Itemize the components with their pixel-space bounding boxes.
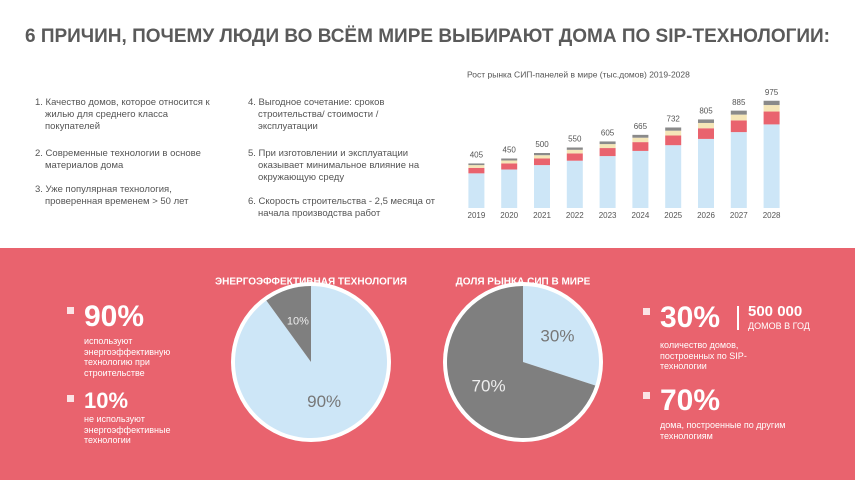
- bar-segment: [632, 134, 649, 138]
- total-label: 450: [503, 146, 517, 155]
- bar-segment: [698, 119, 714, 123]
- x-tick-label: 2024: [632, 211, 650, 220]
- bar-segment: [566, 149, 583, 154]
- bar-segment: [665, 145, 682, 208]
- bar-segment: [599, 156, 616, 208]
- reason: 2. Современные технологии в основе матер…: [35, 148, 201, 171]
- bar-segment: [566, 147, 583, 150]
- bar-segment: [534, 165, 550, 208]
- bar-segment: [763, 111, 780, 125]
- bar-segment: [730, 110, 747, 115]
- bar-segment: [501, 169, 518, 208]
- x-tick-label: 2023: [599, 211, 617, 220]
- stat-value: 90%: [84, 300, 145, 333]
- bar-segment: [468, 167, 485, 174]
- x-tick-label: 2021: [533, 211, 551, 220]
- divider: [737, 306, 739, 330]
- pie-slice: [447, 286, 596, 438]
- bar-segment: [632, 142, 649, 151]
- x-tick-label: 2020: [500, 211, 518, 220]
- bar-segment: [698, 122, 714, 129]
- bar-segment: [599, 148, 616, 157]
- stat-text: количество домов, построенных по SIP-тех…: [660, 340, 747, 371]
- bar-segment: [632, 150, 649, 208]
- pie-label: 70%: [472, 377, 506, 396]
- bar-segment: [763, 100, 780, 106]
- bar-segment: [665, 127, 682, 131]
- stat-text: дома, построенные по другим технологиям: [660, 420, 786, 441]
- bar-segment: [534, 155, 550, 159]
- stat-text: не используют энергоэффективные технолог…: [84, 414, 171, 445]
- background-band: [0, 248, 855, 480]
- bullet: [643, 308, 650, 315]
- bar-segment: [501, 160, 518, 164]
- chart-title: Рост рынка СИП-панелей в мире (тыс.домов…: [467, 69, 690, 79]
- bar-segment: [730, 120, 747, 133]
- bar-segment: [468, 165, 485, 168]
- x-tick-label: 2022: [566, 211, 584, 220]
- bar-segment: [501, 163, 518, 170]
- reason: 3. Уже популярная технология, проверенна…: [35, 184, 189, 207]
- total-label: 500: [535, 140, 549, 149]
- x-tick-label: 2026: [697, 211, 715, 220]
- x-tick-label: 2019: [468, 211, 486, 220]
- reason: 5. При изготовлении и эксплуатации оказы…: [248, 148, 420, 183]
- bar-segment: [632, 137, 649, 143]
- bar-segment: [468, 173, 485, 208]
- pie-slice: [266, 286, 311, 362]
- bar-segment: [730, 132, 747, 208]
- bar-segment: [698, 138, 714, 208]
- bar-segment: [566, 160, 583, 208]
- reason: 4. Выгодное сочетание: сроков строительс…: [248, 97, 385, 132]
- total-label: 975: [765, 88, 779, 97]
- bar-segment: [501, 158, 518, 161]
- total-label: 885: [732, 98, 746, 107]
- stat-value: 30%: [660, 301, 721, 334]
- total-label: 605: [601, 129, 615, 138]
- stat-text: используют энергоэффективную технологию …: [84, 336, 171, 378]
- bar-segment: [599, 141, 616, 145]
- pie-label: 90%: [307, 392, 341, 411]
- stat-count: 500 000: [748, 303, 803, 320]
- bar-segment: [665, 135, 682, 146]
- bar-segment: [534, 158, 550, 166]
- x-tick-label: 2027: [730, 211, 748, 220]
- bar-segment: [730, 114, 747, 121]
- x-tick-label: 2025: [664, 211, 682, 220]
- total-label: 550: [568, 135, 582, 144]
- stat-value: 10%: [84, 388, 129, 413]
- reason: 6. Скорость строительства - 2,5 месяца о…: [248, 196, 436, 219]
- bar-segment: [763, 124, 780, 208]
- bar-segment: [534, 153, 550, 156]
- stat-value: 70%: [660, 384, 721, 417]
- pie-slice: [523, 286, 599, 386]
- page-title: 6 ПРИЧИН, ПОЧЕМУ ЛЮДИ ВО ВСЁМ МИРЕ ВЫБИР…: [24, 26, 831, 47]
- bar-segment: [665, 130, 682, 136]
- stat-count-unit: ДОМОВ В ГОД: [748, 321, 810, 331]
- bullet: [643, 392, 650, 399]
- bullet: [67, 307, 74, 314]
- total-label: 665: [634, 122, 648, 131]
- bullet: [67, 395, 74, 402]
- bar-segment: [763, 105, 780, 112]
- reason: 1. Качество домов, которое относится к ж…: [35, 97, 210, 132]
- pie-label: 30%: [540, 326, 574, 345]
- pie-label: 10%: [287, 315, 309, 327]
- bar-segment: [599, 144, 616, 149]
- bar-segment: [566, 153, 583, 161]
- total-label: 805: [699, 107, 713, 116]
- total-label: 732: [667, 115, 681, 124]
- x-tick-label: 2028: [763, 211, 781, 220]
- bar-segment: [468, 163, 485, 166]
- bar-segment: [698, 128, 714, 139]
- total-label: 405: [470, 151, 484, 160]
